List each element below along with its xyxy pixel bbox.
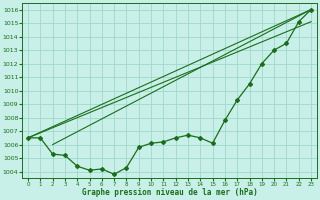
X-axis label: Graphe pression niveau de la mer (hPa): Graphe pression niveau de la mer (hPa)	[82, 188, 257, 197]
